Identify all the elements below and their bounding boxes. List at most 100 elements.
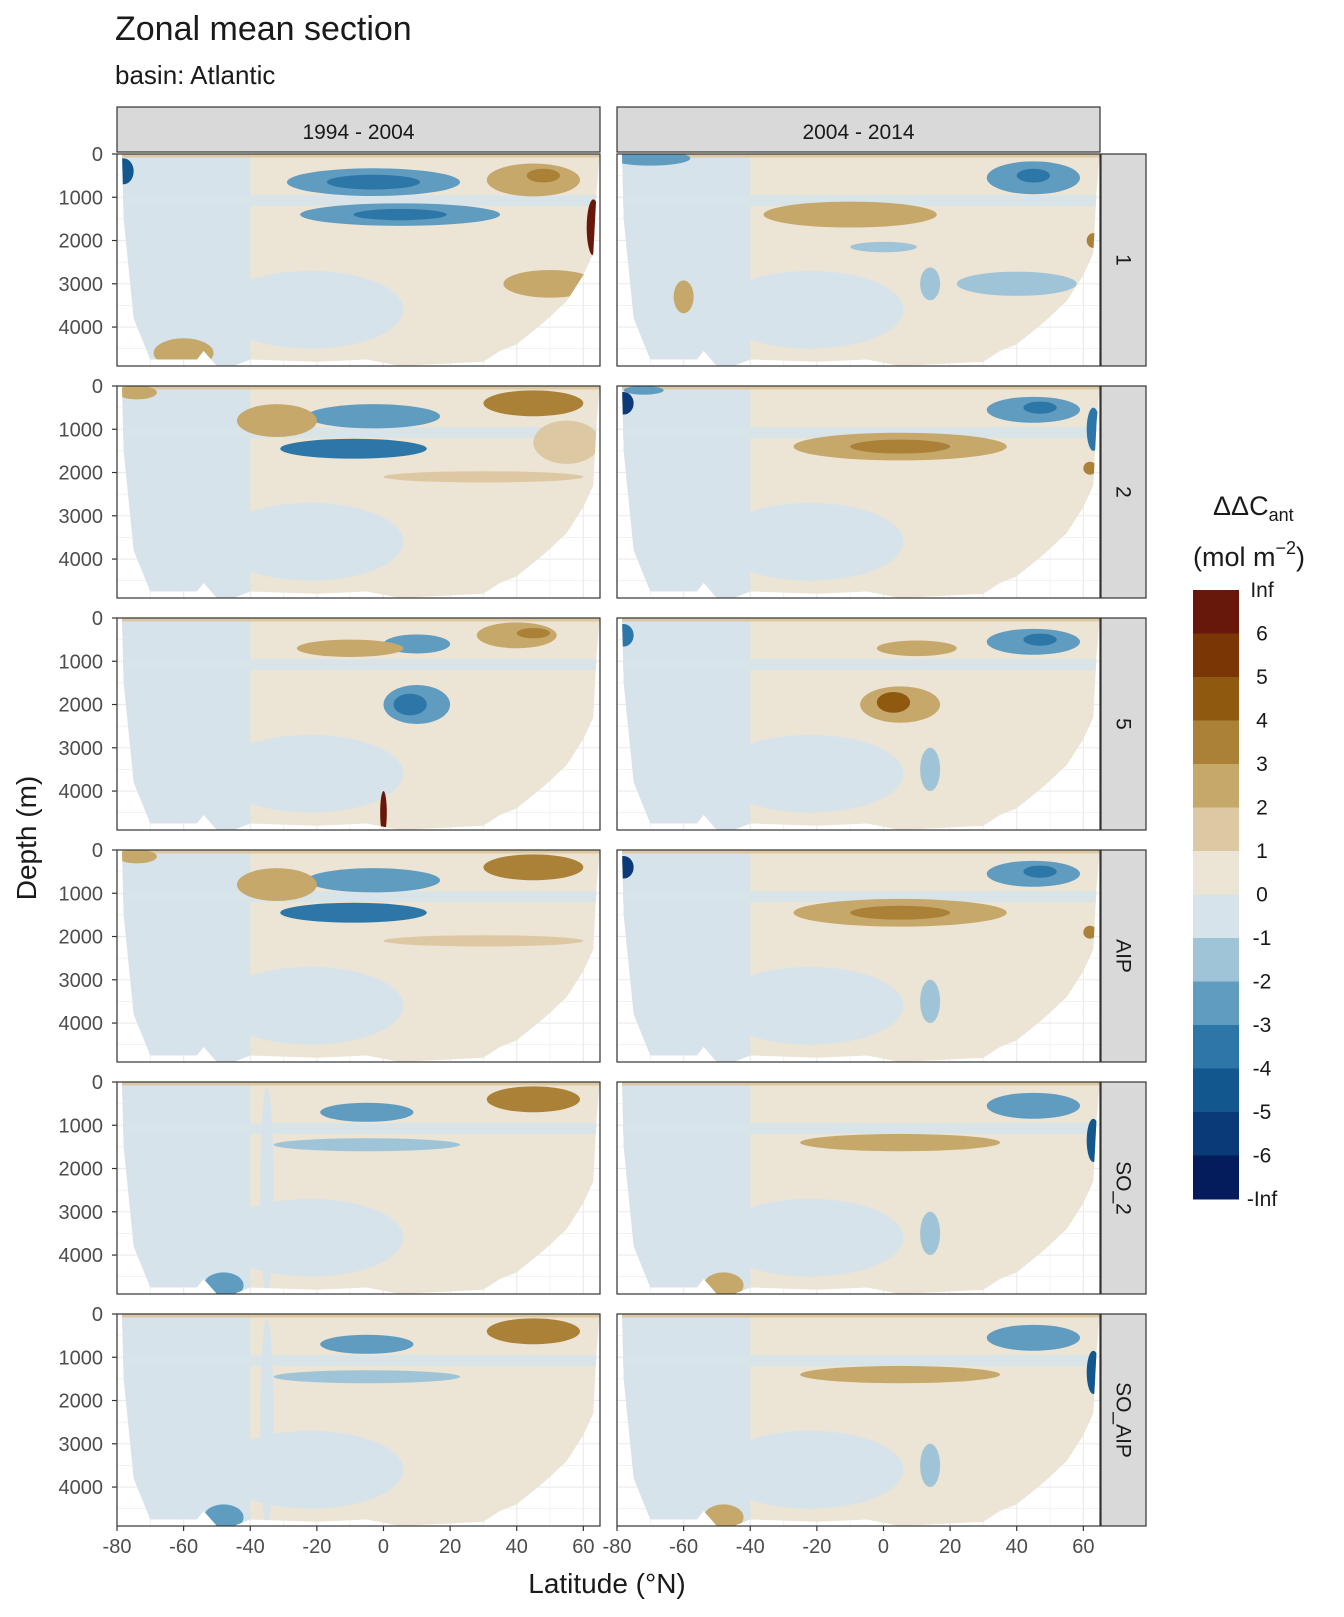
- anomaly-patch: [920, 1211, 941, 1256]
- legend-break-label: 3: [1256, 753, 1268, 776]
- x-tick-label: -80: [103, 1536, 132, 1558]
- facet-panel: [116, 617, 601, 831]
- anomaly-patch: [236, 404, 317, 438]
- x-tick-label: -60: [169, 1536, 198, 1558]
- facet-panel: [116, 1313, 601, 1527]
- field-negative: [622, 1314, 751, 1526]
- legend-break-label: 0: [1256, 884, 1268, 907]
- field-surface: [622, 386, 1100, 390]
- anomaly-patch: [622, 392, 634, 415]
- anomaly-patch: [673, 280, 694, 314]
- field-surface: [622, 1082, 1100, 1086]
- field-surface: [122, 386, 600, 390]
- field-negative: [716, 1198, 904, 1277]
- strip-background: [1100, 617, 1147, 831]
- section-field: [622, 850, 1100, 1062]
- x-tick-label: -40: [736, 1536, 765, 1558]
- legend: ΔΔCant (mol m−2) Inf 6 5 4 3 2 1 0 -1 -2 -3 -4 -5 -6 -…: [1193, 491, 1305, 1211]
- y-tick-label: 2000: [59, 1159, 104, 1181]
- field-negative: [122, 659, 600, 670]
- chart-subtitle: basin: Atlantic: [115, 60, 275, 90]
- legend-break-label: -1: [1253, 927, 1272, 950]
- anomaly-patch: [280, 438, 427, 459]
- facet-panel: [616, 1313, 1101, 1527]
- panel-border: [616, 385, 1101, 599]
- legend-break-label: 4: [1256, 710, 1268, 733]
- legend-key: [1193, 938, 1239, 982]
- section-field: [622, 1082, 1100, 1294]
- legend-key: [1193, 1025, 1239, 1069]
- y-axis-label: Depth (m): [11, 776, 42, 900]
- legend-key: [1193, 633, 1239, 678]
- legend-break-label: Inf: [1250, 579, 1274, 602]
- anomaly-patch: [850, 905, 951, 920]
- legend-break-label: 6: [1256, 623, 1268, 646]
- section-field: [622, 618, 1100, 830]
- field-surface: [122, 1082, 600, 1086]
- y-tick-label: 0: [92, 1072, 103, 1094]
- anomaly-patch: [320, 1102, 414, 1122]
- y-tick-label: 3000: [59, 274, 104, 296]
- field-negative: [122, 1314, 251, 1526]
- field-negative: [622, 154, 751, 366]
- strip-background: [1100, 1081, 1147, 1295]
- row-strip-label: 1: [1112, 254, 1135, 266]
- anomaly-patch: [763, 201, 937, 228]
- x-tick-label: -80: [603, 1536, 632, 1558]
- field-surface: [122, 1314, 600, 1318]
- field-negative: [622, 891, 1100, 902]
- legend-key: [1193, 590, 1239, 634]
- legend-break-label: 2: [1256, 797, 1268, 820]
- field-negative: [622, 1082, 751, 1294]
- panel-border: [116, 617, 601, 831]
- field-negative: [122, 1123, 600, 1134]
- row-strip: 5: [1100, 617, 1147, 831]
- strip-background: [1100, 385, 1147, 599]
- legend-break-label: -4: [1253, 1058, 1272, 1081]
- anomaly-patch: [326, 174, 421, 190]
- facet-panel: [116, 153, 601, 367]
- y-tick-label: 0: [92, 608, 103, 630]
- y-tick-label: 0: [92, 144, 103, 166]
- anomaly-patch: [393, 693, 427, 716]
- section-field: [622, 1314, 1100, 1526]
- y-tick-label: 2000: [59, 927, 104, 949]
- y-tick-label: 4000: [59, 781, 104, 803]
- y-tick-label: 3000: [59, 738, 104, 760]
- strip-background: [616, 106, 1101, 153]
- field-negative: [622, 850, 751, 1062]
- legend-break-label: -5: [1253, 1101, 1272, 1124]
- field-negative: [622, 195, 1100, 206]
- field-negative: [622, 1123, 1100, 1134]
- strip-background: [1100, 849, 1147, 1063]
- row-strip-label: 5: [1112, 718, 1135, 730]
- legend-title-line1: ΔΔCant: [1213, 491, 1294, 525]
- anomaly-patch: [516, 627, 551, 639]
- panel-border: [616, 1081, 1101, 1295]
- legend-key: [1193, 1112, 1239, 1156]
- anomaly-patch: [260, 1086, 274, 1294]
- legend-break-label: -Inf: [1247, 1188, 1278, 1211]
- legend-key: [1193, 677, 1239, 721]
- anomaly-patch: [320, 1334, 414, 1354]
- y-tick-label: 4000: [59, 549, 104, 571]
- facet-panel: [616, 1081, 1101, 1295]
- field-surface: [122, 618, 600, 622]
- y-tick-label: 1000: [59, 1115, 104, 1137]
- x-tick-label: 60: [1072, 1536, 1094, 1558]
- x-tick-label: 0: [878, 1536, 889, 1558]
- row-strip: SO_AIP: [1100, 1313, 1147, 1527]
- legend-break-label: -2: [1253, 971, 1272, 994]
- legend-key: [1193, 807, 1239, 852]
- y-tick-label: 1000: [59, 883, 104, 905]
- y-tick-label: 3000: [59, 970, 104, 992]
- y-tick-label: 1000: [59, 1347, 104, 1369]
- field-surface: [622, 1314, 1100, 1318]
- legend-key: [1193, 851, 1239, 895]
- strip-background: [1100, 153, 1147, 367]
- anomaly-patch: [483, 854, 584, 881]
- legend-key: [1193, 1155, 1239, 1200]
- facet-panel: [616, 849, 1101, 1063]
